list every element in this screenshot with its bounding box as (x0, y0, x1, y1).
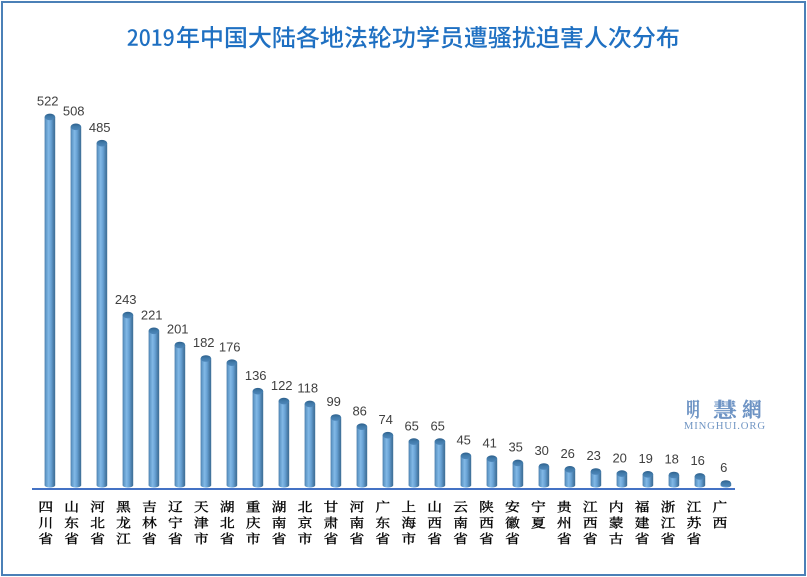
svg-text:18: 18 (664, 452, 678, 467)
svg-text:MINGHUI.ORG: MINGHUI.ORG (684, 420, 766, 432)
svg-text:6: 6 (720, 460, 727, 475)
svg-text:65: 65 (404, 418, 418, 433)
svg-text:243: 243 (115, 292, 137, 307)
svg-text:522: 522 (37, 94, 59, 109)
svg-text:182: 182 (193, 335, 215, 350)
svg-text:19: 19 (638, 451, 652, 466)
svg-text:45: 45 (456, 433, 470, 448)
svg-text:201: 201 (167, 322, 189, 337)
svg-text:118: 118 (297, 381, 318, 396)
svg-text:86: 86 (352, 403, 366, 418)
svg-text:485: 485 (89, 120, 111, 135)
svg-text:65: 65 (430, 418, 444, 433)
svg-text:136: 136 (245, 368, 267, 383)
svg-text:20: 20 (612, 450, 626, 465)
svg-text:26: 26 (560, 446, 574, 461)
svg-text:41: 41 (482, 435, 496, 450)
svg-text:30: 30 (534, 443, 548, 458)
svg-text:35: 35 (508, 440, 522, 455)
svg-text:122: 122 (271, 378, 293, 393)
svg-text:23: 23 (586, 448, 600, 463)
svg-text:176: 176 (219, 339, 241, 354)
svg-text:99: 99 (326, 394, 340, 409)
svg-text:74: 74 (378, 412, 392, 427)
svg-text:508: 508 (63, 104, 85, 119)
svg-text:221: 221 (141, 308, 163, 323)
svg-text:16: 16 (690, 453, 704, 468)
